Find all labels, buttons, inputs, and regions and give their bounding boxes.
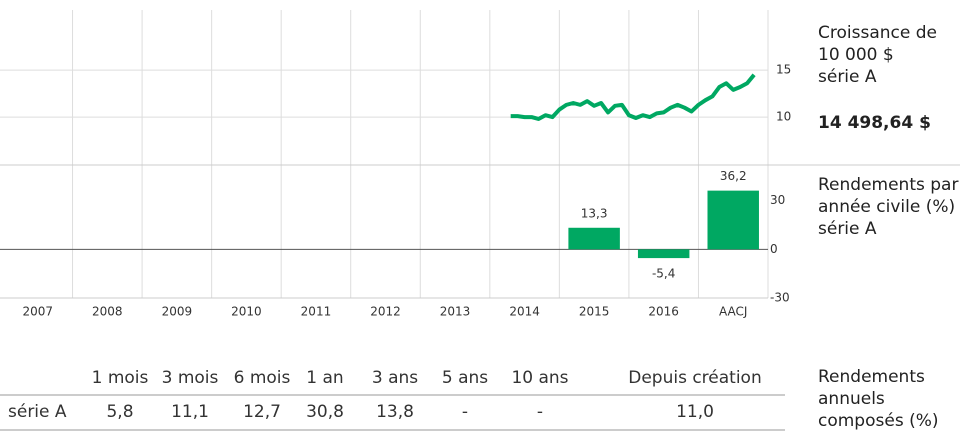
table-cell: 11,0 [676,402,714,422]
table-header: 3 mois [162,368,219,388]
table-header: 1 mois [92,368,149,388]
y-tick-label: 10 [776,110,791,124]
x-tick-label: 2008 [92,305,123,319]
x-tick-label: AACJ [719,305,747,319]
y-tick-label: -30 [770,291,790,305]
table-cell: 30,8 [306,402,344,422]
table-cell: 11,1 [171,402,209,422]
table-header: 6 mois [234,368,291,388]
bar [568,227,620,250]
y-tick-label: 0 [770,242,778,256]
growth-legend: Croissance de 10 000 $ série A [818,22,960,88]
bar-label: 13,3 [581,206,608,220]
table-header: 5 ans [442,368,488,388]
bar-label: 36,2 [720,169,747,183]
table-header: 1 an [306,368,343,388]
bar [707,190,759,250]
table-header: Depuis création [628,368,762,388]
table-cell: 5,8 [106,402,133,422]
table-header: 3 ans [372,368,418,388]
x-tick-label: 2016 [648,305,679,319]
table-cell: - [537,402,543,422]
x-tick-label: 2009 [162,305,193,319]
table-cell: - [462,402,468,422]
bar [637,249,690,259]
y-tick-label: 15 [776,63,791,77]
row-label: série A [8,402,67,422]
returns-title: Rendements par année civile (%) [818,175,959,217]
x-tick-label: 2014 [509,305,540,319]
growth-series: série A [818,67,877,87]
table-header: 10 ans [511,368,568,388]
returns-legend: Rendements par année civile (%) série A [818,174,960,240]
table-cell: 13,8 [376,402,414,422]
returns-series: série A [818,219,877,239]
table-cell: 12,7 [243,402,281,422]
growth-title: Croissance de 10 000 $ [818,23,937,65]
x-tick-label: 2011 [301,305,332,319]
growth-value: 14 498,64 $ [818,113,931,133]
x-tick-label: 2012 [370,305,401,319]
growth-line [510,73,756,121]
bar-label: -5,4 [652,267,675,281]
x-tick-label: 2013 [440,305,471,319]
table-title: Rendements annuels composés (%) [818,367,939,431]
x-tick-label: 2015 [579,305,610,319]
x-tick-label: 2010 [231,305,262,319]
x-tick-label: 2007 [22,305,53,319]
y-tick-label: 30 [770,193,785,207]
